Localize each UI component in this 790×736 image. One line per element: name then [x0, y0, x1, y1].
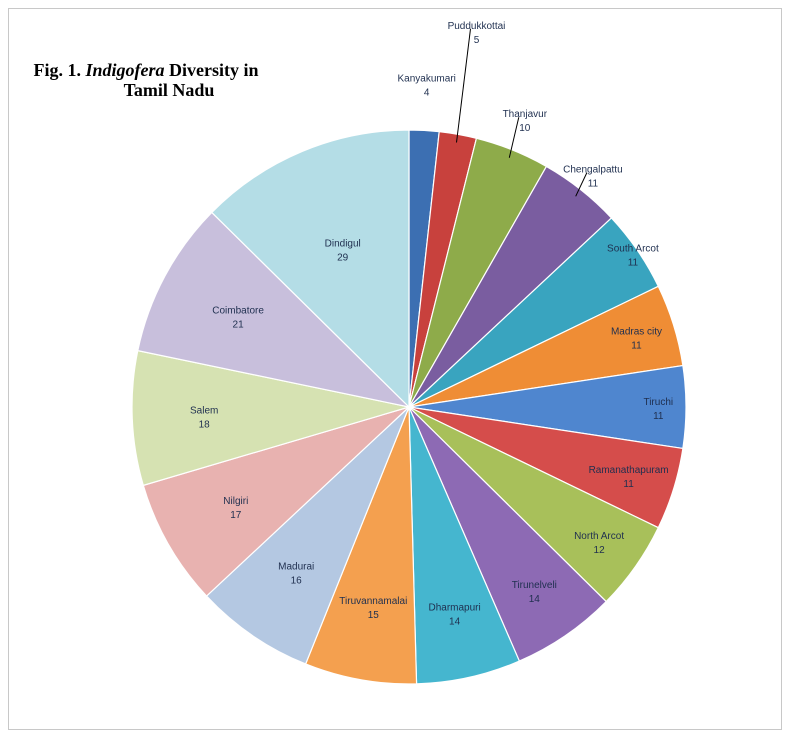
slice-value-north-arcot: 12 [594, 545, 606, 556]
slice-value-south-arcot: 11 [628, 258, 639, 269]
slice-label-madurai: Madurai [278, 562, 314, 573]
chart-frame: Fig. 1. Indigofera Diversity in Tamil Na… [8, 8, 782, 730]
slice-label-tiruchi: Tiruchi [643, 397, 673, 408]
slice-value-tirunelveli: 14 [529, 594, 541, 605]
slice-label-chengalpattu: Chengalpattu [563, 165, 623, 176]
leader-line-chengalpattu [575, 172, 588, 197]
slice-value-ramanathapuram: 11 [623, 479, 634, 490]
slice-label-madras-city: Madras city [611, 327, 662, 338]
slice-label-tirunelveli: Tirunelveli [512, 580, 557, 591]
slice-label-dharmapuri: Dharmapuri [428, 603, 480, 614]
slice-value-nilgiri: 17 [230, 510, 242, 521]
slice-label-kanyakumari: Kanyakumari [398, 73, 456, 84]
slice-label-nilgiri: Nilgiri [223, 496, 248, 507]
slice-value-tiruvannamalai: 15 [368, 610, 380, 621]
slice-label-coimbatore: Coimbatore [212, 306, 264, 317]
slice-label-ramanathapuram: Ramanathapuram [589, 465, 669, 476]
slice-value-madras-city: 11 [631, 341, 642, 352]
slice-label-thanjavur: Thanjavur [503, 109, 548, 120]
leader-line-puddukkottai [456, 28, 471, 143]
pie-slices [131, 129, 687, 685]
slice-value-chengalpattu: 11 [588, 179, 599, 190]
leader-line-thanjavur [508, 117, 520, 158]
slice-value-tiruchi: 11 [653, 411, 664, 422]
slice-value-dindigul: 29 [337, 253, 349, 264]
chart-title-suffix: Diversity in [165, 60, 259, 80]
slice-value-coimbatore: 21 [233, 320, 245, 331]
slice-label-dindigul: Dindigul [325, 239, 361, 250]
pie-slice-salem [131, 349, 410, 487]
pie-slice-tiruvannamalai [304, 406, 418, 685]
slice-value-dharmapuri: 14 [449, 617, 461, 628]
slice-label-tiruvannamalai: Tiruvannamalai [339, 596, 407, 607]
pie-slice-dindigul [210, 129, 410, 409]
pie-labels: Kanyakumari 4 Puddukkottai 5 Thanjavur 10 Chen… [190, 21, 673, 628]
chart-title-line2: Tamil Nadu [124, 80, 215, 100]
slice-value-salem: 18 [199, 419, 211, 430]
slice-label-north-arcot: North Arcot [574, 531, 624, 542]
chart-title-line1: Fig. 1. Indigofera Diversity in [33, 60, 258, 80]
pie-slice-nilgiri [142, 406, 410, 597]
slice-value-madurai: 16 [291, 576, 303, 587]
pie-slice-coimbatore [137, 211, 411, 409]
slice-label-south-arcot: South Arcot [607, 244, 659, 255]
slice-value-puddukkottai: 5 [474, 35, 480, 46]
slice-value-kanyakumari: 4 [424, 87, 430, 98]
leader-lines [456, 28, 588, 197]
pie-slice-madurai [205, 406, 410, 665]
slice-value-thanjavur: 10 [519, 123, 531, 134]
slice-label-puddukkottai: Puddukkottai [448, 21, 506, 32]
slice-label-salem: Salem [190, 405, 218, 416]
chart-title-prefix: Fig. 1. [33, 60, 85, 80]
chart-title-italic: Indigofera [84, 60, 164, 80]
pie-chart: Fig. 1. Indigofera Diversity in Tamil Na… [33, 21, 687, 685]
